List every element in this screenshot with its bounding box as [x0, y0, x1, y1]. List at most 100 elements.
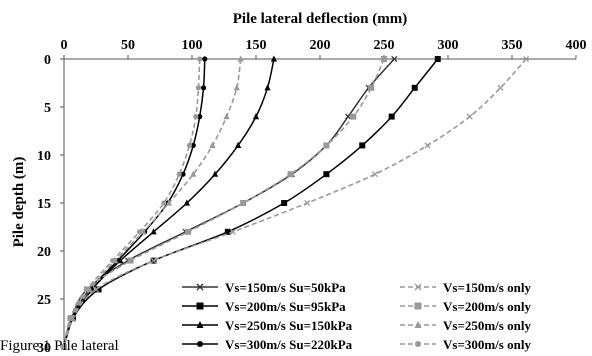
y-tick-label: 15	[37, 197, 51, 212]
x-tick-label: 400	[566, 38, 587, 53]
data-point	[350, 113, 357, 120]
x-tick-label: 350	[502, 38, 523, 53]
data-point	[61, 344, 67, 350]
data-point	[190, 170, 197, 177]
legend-item-1: Vs=150m/s Su=50kPa	[182, 280, 346, 295]
series-line	[63, 58, 201, 348]
series-8	[61, 56, 203, 350]
data-point	[233, 84, 240, 91]
series-line	[63, 58, 206, 348]
data-point	[281, 200, 288, 206]
data-point	[223, 113, 230, 120]
data-point	[197, 114, 203, 120]
legend-swatch-marker	[196, 302, 204, 310]
data-point	[180, 171, 186, 177]
data-point	[183, 199, 190, 206]
data-point	[67, 315, 73, 321]
data-point	[411, 84, 418, 91]
x-tick-label: 200	[310, 38, 331, 53]
data-point	[388, 113, 395, 120]
data-point	[424, 142, 431, 149]
data-point	[176, 171, 182, 177]
x-tick-label: 300	[438, 38, 459, 53]
legend-swatch-marker	[414, 302, 422, 310]
x-tick-label: 0	[61, 38, 68, 53]
data-point	[434, 56, 441, 62]
legend-item-2: Vs=200m/s Su=95kPa	[182, 299, 346, 314]
data-point	[197, 56, 203, 62]
data-point	[92, 286, 100, 293]
data-point	[110, 258, 116, 264]
legend-label: Vs=250m/s only	[443, 318, 531, 333]
data-point	[185, 228, 192, 235]
data-point	[237, 55, 244, 62]
data-point	[466, 113, 473, 120]
legend-label: Vs=200m/s Su=95kPa	[225, 299, 346, 314]
data-point	[523, 55, 530, 63]
data-point	[224, 228, 231, 235]
legend-item-5: Vs=150m/s only	[400, 280, 531, 295]
data-point	[368, 84, 375, 91]
legend-swatch-marker	[197, 341, 203, 347]
data-point	[186, 142, 193, 148]
x-tick-label: 50	[121, 38, 135, 53]
legend-swatch-marker	[196, 283, 204, 291]
legend-label: Vs=300m/s Su=220kPa	[225, 337, 353, 352]
legend-swatch-marker	[414, 321, 422, 328]
legend-item-4: Vs=300m/s Su=220kPa	[182, 337, 353, 352]
legend-swatch-marker	[196, 321, 204, 328]
y-tick-label: 30	[37, 341, 51, 356]
data-point	[200, 85, 207, 91]
legend-item-7: Vs=250m/s only	[400, 318, 531, 333]
data-point	[229, 228, 237, 235]
y-tick-label: 10	[37, 149, 51, 164]
data-point	[323, 142, 330, 149]
legend-label: Vs=300m/s only	[443, 337, 531, 352]
data-point	[136, 229, 143, 235]
legend-swatch-marker	[415, 341, 421, 347]
y-axis-label: Pile depth (m)	[11, 157, 27, 248]
data-point	[127, 257, 134, 264]
legend-item-8: Vs=300m/s only	[400, 337, 531, 352]
legend-item-6: Vs=200m/s only	[400, 299, 531, 314]
legend-label: Vs=150m/s only	[443, 280, 531, 295]
legend: Vs=150m/s Su=50kPa Vs=200m/s Su=95kPa Vs=2…	[182, 280, 531, 352]
series-line	[63, 58, 242, 348]
data-point	[190, 142, 196, 148]
data-point	[165, 199, 173, 206]
legend-label: Vs=250m/s Su=150kPa	[225, 318, 353, 333]
series-line	[63, 58, 527, 348]
data-point	[381, 56, 387, 62]
data-point	[195, 85, 201, 91]
legend-item-3: Vs=250m/s Su=150kPa	[182, 318, 353, 333]
figure-caption: Figure 1 Pile lateral	[0, 338, 119, 354]
x-tick-label: 250	[374, 38, 395, 53]
x-tick-label: 150	[246, 38, 267, 53]
series-line	[63, 58, 385, 348]
data-point	[371, 171, 379, 178]
data-point	[202, 56, 208, 62]
data-point	[264, 84, 271, 91]
x-tick-label: 100	[182, 38, 203, 53]
y-tick-label: 0	[44, 53, 51, 68]
data-point	[150, 228, 157, 235]
data-point	[359, 142, 366, 149]
x-axis-label: Pile lateral deflection (mm)	[233, 11, 408, 27]
data-point	[211, 170, 219, 177]
y-tick-label: 25	[37, 293, 51, 308]
legend-swatch-marker	[414, 283, 422, 291]
legend-label: Vs=150m/s Su=50kPa	[225, 280, 346, 295]
data-point	[391, 55, 398, 63]
data-point	[240, 200, 247, 206]
data-point	[287, 171, 294, 178]
legend-label: Vs=200m/s only	[443, 299, 531, 314]
series-layer	[60, 55, 530, 351]
data-point	[193, 114, 199, 120]
data-point	[304, 199, 311, 207]
data-point	[345, 113, 352, 120]
data-point	[209, 141, 216, 148]
data-point	[150, 257, 157, 264]
data-point	[161, 200, 167, 206]
data-point	[95, 286, 102, 293]
data-point	[234, 141, 242, 148]
